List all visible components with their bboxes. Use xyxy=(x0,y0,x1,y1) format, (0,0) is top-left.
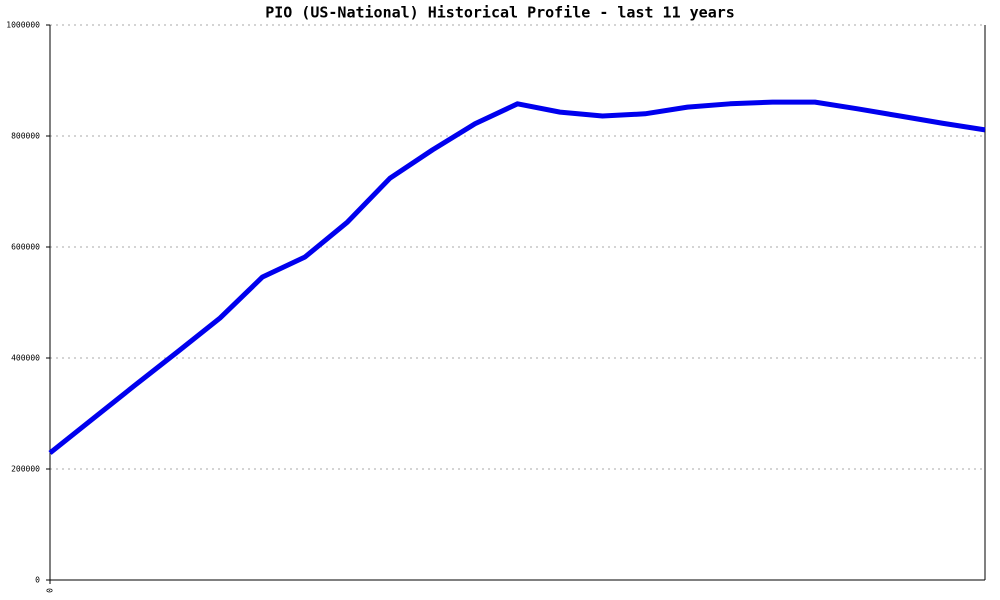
y-tick-label: 800000 xyxy=(11,132,40,141)
y-tick-label: 1000000 xyxy=(6,21,40,30)
y-tick-label: 0 xyxy=(35,576,40,585)
y-tick-label: 600000 xyxy=(11,243,40,252)
y-tick-label: 400000 xyxy=(11,354,40,363)
x-tick-label: 0 xyxy=(46,588,55,593)
y-tick-label: 200000 xyxy=(11,465,40,474)
chart-title: PIO (US-National) Historical Profile - l… xyxy=(265,4,735,22)
line xyxy=(48,99,986,455)
